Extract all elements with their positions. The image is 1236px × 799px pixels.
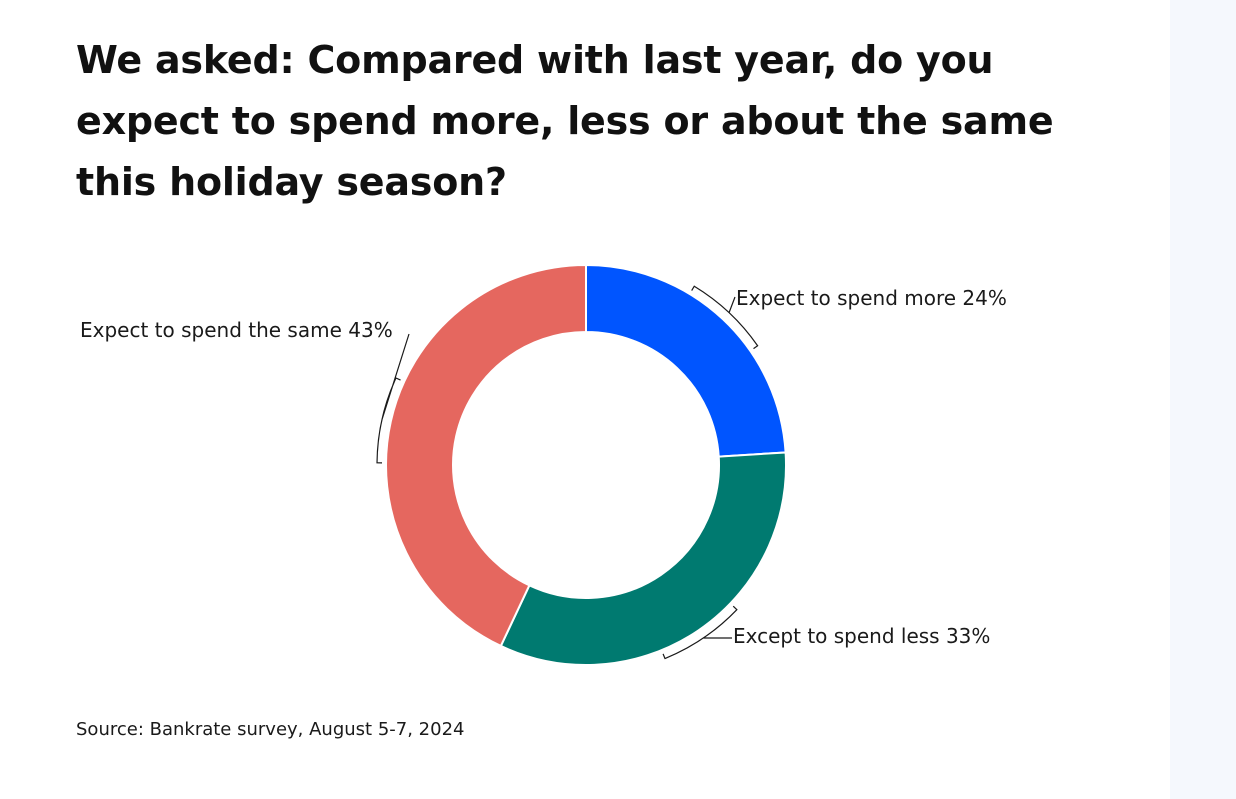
slice-label-more: Expect to spend more 24%: [736, 286, 1007, 310]
chart-card: We asked: Compared with last year, do yo…: [76, 38, 1054, 740]
slice-same: [385, 263, 587, 648]
side-panel: [1170, 0, 1236, 799]
chart-title: We asked: Compared with last year, do yo…: [76, 38, 1054, 204]
donut-slices: [385, 263, 787, 666]
label-leaders: [376, 285, 759, 660]
slice-more: [585, 263, 787, 458]
slice-labels: Expect to spend more 24% Except to spend…: [80, 286, 1007, 648]
source-note: Source: Bankrate survey, August 5-7, 202…: [76, 719, 465, 740]
slice-label-same: Expect to spend the same 43%: [80, 318, 393, 342]
slice-label-less: Except to spend less 33%: [733, 624, 990, 648]
leader-less: [662, 605, 738, 660]
donut-chart: Expect to spend more 24% Except to spend…: [80, 263, 1007, 666]
leader-same: [376, 333, 410, 464]
slice-less: [499, 451, 787, 666]
leader-more: [691, 285, 759, 350]
